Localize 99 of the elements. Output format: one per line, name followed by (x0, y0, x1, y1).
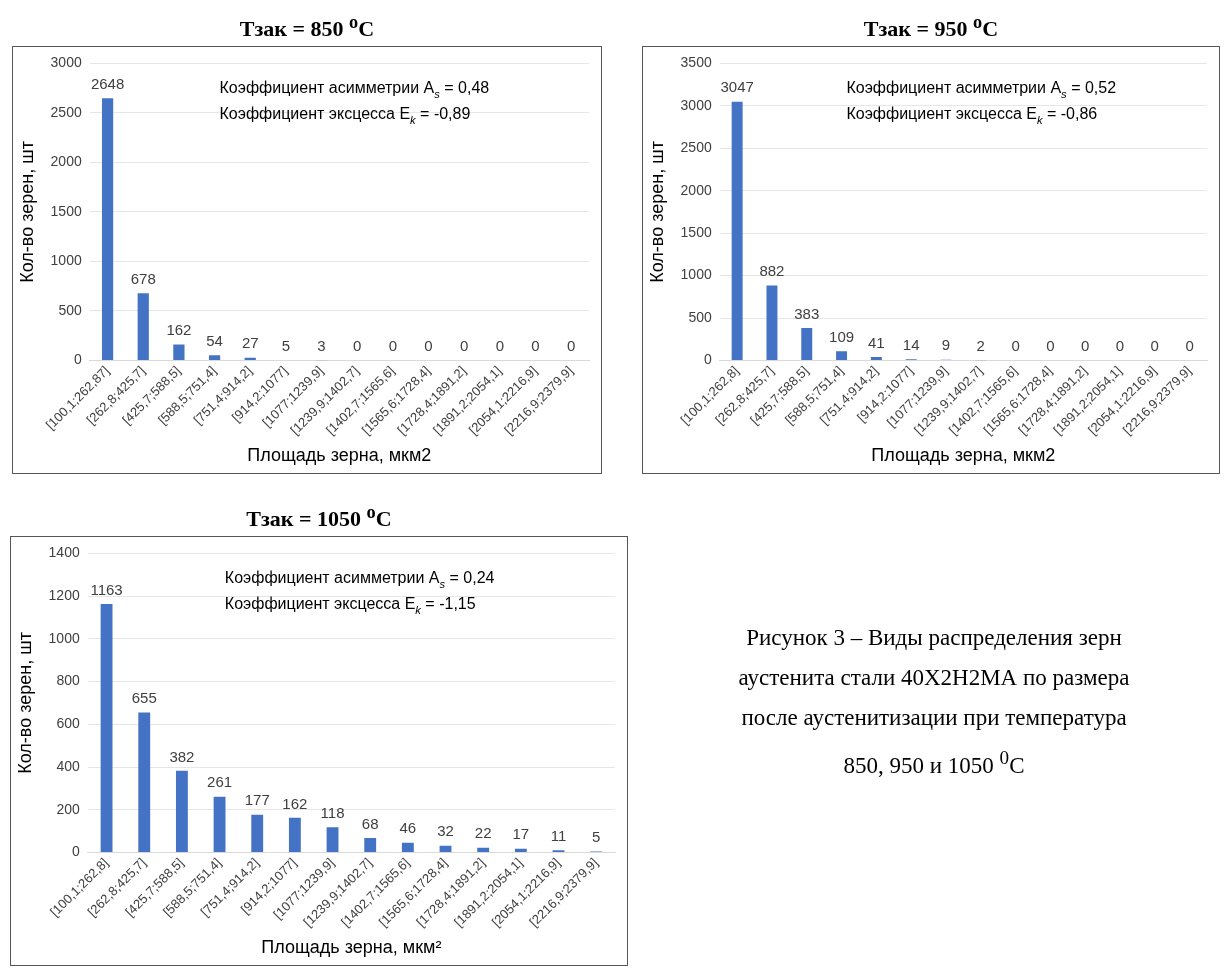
y-axis-title: Кол-во зерен, шт (646, 141, 667, 283)
y-tick-label: 1500 (50, 202, 82, 219)
bar (364, 837, 377, 852)
data-label: 0 (1046, 337, 1055, 355)
data-label: 0 (1185, 337, 1194, 355)
data-label: 3 (317, 336, 326, 354)
bar (251, 814, 264, 852)
data-label: 9 (941, 336, 951, 354)
bar (101, 98, 114, 360)
data-label: 2 (976, 336, 985, 354)
text: 850, 950 и 1050 $^{0}$С (842, 746, 1026, 780)
x-axis-title: Площадь зерна, мкм² (261, 937, 442, 958)
data-label: 27 (241, 334, 259, 352)
data-label: 0 (567, 337, 576, 355)
y-tick-label: 1400 (48, 544, 80, 561)
data-label: 162 (166, 321, 192, 339)
y-tick-label: 500 (58, 301, 82, 318)
y-tick-label: 3000 (680, 96, 712, 113)
bar (175, 770, 188, 852)
y-tick-label: 1200 (48, 586, 80, 603)
data-label: 54 (206, 331, 223, 349)
data-label: 383 (794, 304, 820, 322)
data-label: 162 (282, 794, 308, 812)
y-tick-label: 1500 (680, 224, 712, 241)
data-label: 41 (868, 333, 885, 351)
bar (766, 285, 778, 360)
y-tick-label: 3000 (50, 54, 82, 71)
bar (173, 344, 185, 360)
bar (731, 101, 743, 360)
bar (213, 796, 226, 852)
data-label: 882 (759, 262, 785, 280)
bar (288, 817, 301, 852)
y-tick-label: 200 (56, 800, 80, 817)
y-tick-label: 600 (56, 715, 80, 732)
bar (244, 357, 256, 360)
bar (137, 293, 149, 360)
data-label: 0 (460, 337, 469, 355)
bar (401, 842, 414, 852)
data-label: 118 (320, 803, 345, 821)
y-axis-title: Кол-во зерен, шт (16, 141, 37, 283)
data-label: 5 (592, 828, 601, 846)
data-label: 0 (495, 337, 505, 355)
data-label: 0 (1011, 337, 1020, 355)
text: аустенита стали 40Х2Н2МА по размера (737, 664, 1131, 692)
y-tick-label: 500 (688, 308, 712, 325)
data-label: 5 (281, 336, 291, 354)
y-tick-label: 1000 (50, 252, 82, 269)
data-label: 68 (361, 814, 379, 832)
chart-title: Тзак = 850 $^{o}$C (238, 12, 376, 44)
text: после аустенитизации при температура (740, 704, 1128, 732)
data-label: 11 (550, 826, 567, 844)
y-tick-label: 0 (73, 351, 82, 368)
text: Рисунок 3 – Виды распределения зерн (745, 624, 1123, 652)
y-tick-label: 1000 (48, 629, 80, 646)
data-label: 46 (399, 819, 417, 837)
bar (138, 712, 151, 852)
data-label: 109 (829, 327, 855, 345)
data-label: 0 (1115, 337, 1125, 355)
y-tick-label: 400 (56, 757, 80, 774)
data-label: 177 (244, 791, 270, 809)
y-tick-label: 2000 (50, 153, 82, 170)
data-label: 678 (130, 269, 156, 287)
data-label: 0 (424, 337, 433, 355)
data-label: 1163 (90, 580, 123, 598)
data-label: 261 (207, 773, 233, 791)
y-tick-label: 2000 (680, 181, 712, 198)
y-tick-label: 3500 (680, 54, 712, 71)
data-label: 22 (474, 824, 492, 842)
data-label: 17 (512, 825, 530, 843)
bar (836, 351, 848, 360)
bar (100, 604, 113, 852)
bar (514, 848, 527, 852)
bar (208, 355, 221, 360)
chart-title: Тзак = 950 $^{o}$C (862, 12, 1000, 44)
data-label: 14 (902, 335, 920, 353)
x-axis-title: Площадь зерна, мкм2 (247, 445, 432, 466)
data-label: 32 (437, 822, 454, 840)
y-tick-label: 0 (71, 843, 80, 860)
bar (477, 847, 490, 852)
data-label: 3047 (720, 78, 754, 96)
data-label: 2648 (90, 74, 125, 92)
chart-title: Тзак = 1050 $^{o}$C (245, 502, 393, 534)
x-axis-title: Площадь зерна, мкм2 (871, 445, 1056, 466)
data-label: 0 (353, 337, 362, 355)
y-tick-label: 2500 (50, 103, 82, 120)
data-label: 382 (169, 747, 195, 765)
data-label: 0 (1150, 337, 1159, 355)
data-label: 0 (388, 337, 398, 355)
y-tick-label: 800 (56, 672, 80, 689)
bar (801, 327, 813, 360)
bar (870, 357, 882, 360)
data-label: 0 (1081, 337, 1090, 355)
y-tick-label: 0 (703, 351, 712, 368)
data-label: 655 (131, 689, 157, 707)
y-axis-title: Кол-во зерен, шт (14, 632, 35, 774)
data-label: 0 (531, 337, 540, 355)
bar (326, 827, 339, 852)
y-tick-label: 1000 (680, 266, 712, 283)
y-tick-label: 2500 (680, 139, 712, 156)
